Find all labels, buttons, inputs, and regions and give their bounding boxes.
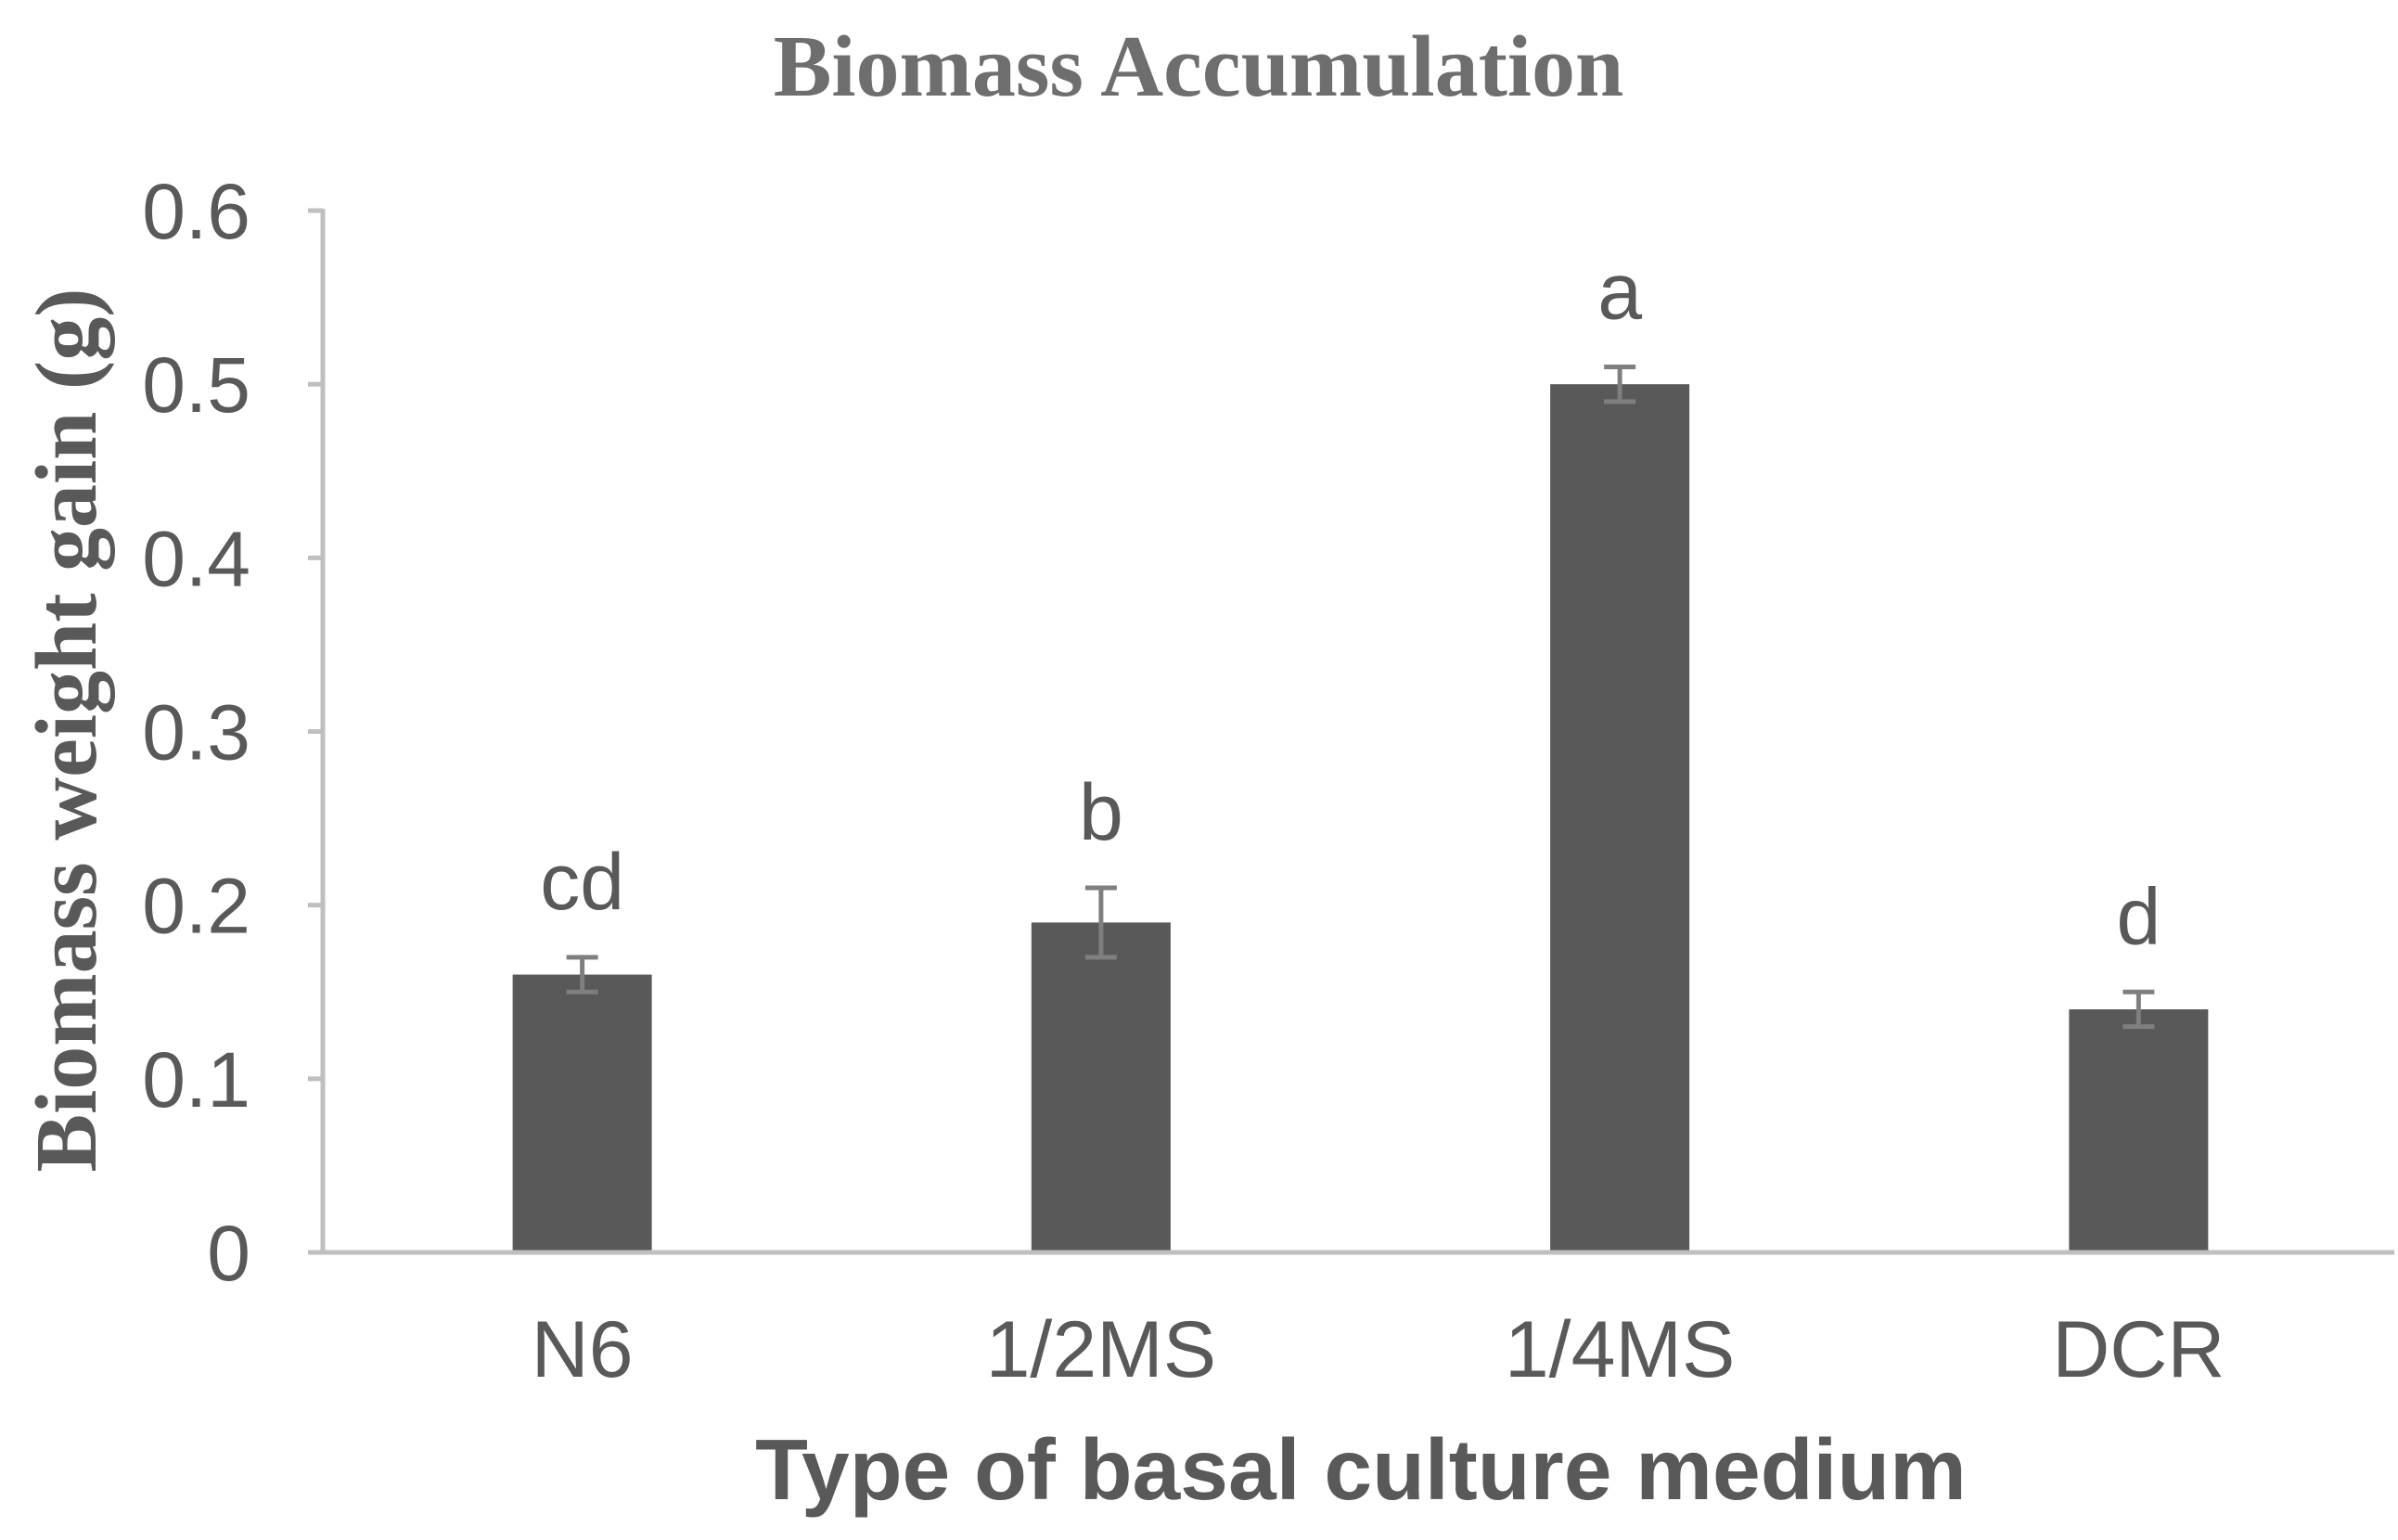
y-tick-label: 0.1 — [142, 1036, 250, 1123]
y-tick-label: 0.5 — [142, 341, 250, 429]
y-axis-label: Biomass weight gain (g) — [19, 288, 115, 1172]
significance-label-1-2ms: b — [1079, 768, 1123, 857]
y-tick-label: 0.3 — [142, 689, 250, 776]
significance-label-1-4ms: a — [1597, 247, 1642, 336]
bar-dcr — [2069, 1008, 2209, 1252]
bar-1-4ms — [1550, 384, 1690, 1253]
x-tick-label-n6: N6 — [532, 1305, 634, 1394]
plot-area: 0 0.1 0.2 0.3 0.4 0.5 0.6 cd N6 b 1/2MS a 1/4MS d DCR — [142, 168, 2394, 1394]
significance-label-n6: cd — [540, 838, 624, 927]
significance-label-dcr: d — [2116, 872, 2161, 961]
bar-1-2ms — [1031, 922, 1171, 1252]
y-tick-label: 0.2 — [142, 863, 250, 950]
y-tick-label: 0.4 — [142, 515, 250, 602]
y-tick-label: 0 — [207, 1210, 250, 1297]
x-tick-label-dcr: DCR — [2052, 1305, 2225, 1394]
x-tick-label-1-2ms: 1/2MS — [986, 1305, 1217, 1394]
x-tick-label-1-4ms: 1/4MS — [1505, 1305, 1736, 1394]
bar-n6 — [512, 974, 652, 1252]
x-axis-label: Type of basal culture medium — [755, 1421, 1967, 1518]
y-tick-label: 0.6 — [142, 168, 250, 255]
chart-title: Biomass Accumulation — [774, 19, 1624, 115]
